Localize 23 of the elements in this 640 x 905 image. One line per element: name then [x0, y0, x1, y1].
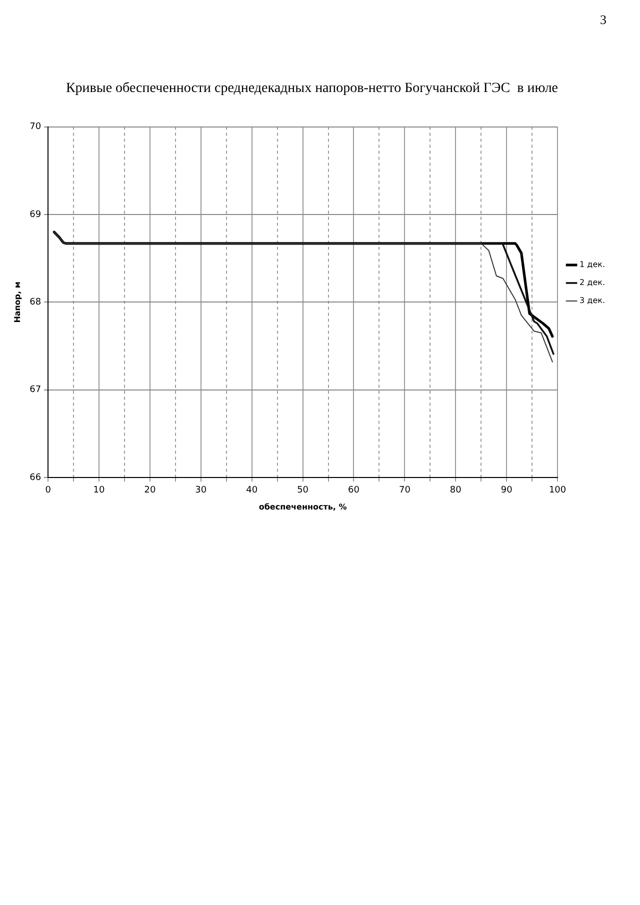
- chart-title: Кривые обеспеченности среднедекадных напоров-нетто Богучанской ГЭС в июле: [66, 81, 558, 96]
- x-tick-label: 100: [548, 485, 566, 496]
- y-tick-label: 70: [30, 122, 42, 132]
- y-tick-label: 69: [30, 210, 42, 220]
- x-tick-label: 90: [500, 485, 513, 496]
- x-tick-label: 60: [348, 485, 360, 496]
- legend-label: 2 дек.: [580, 278, 606, 288]
- x-axis-title: обеспеченность, %: [258, 502, 347, 512]
- y-axis-title: Напор, м: [12, 282, 22, 323]
- x-tick-label: 30: [195, 485, 207, 496]
- y-tick-label: 68: [30, 298, 42, 308]
- legend-label: 1 дек.: [580, 260, 606, 270]
- x-tick-label: 70: [398, 485, 411, 496]
- legend-label: 3 дек.: [580, 296, 606, 306]
- x-tick-label: 10: [93, 485, 105, 496]
- x-tick-label: 20: [144, 485, 156, 496]
- x-tick-label: 40: [246, 485, 258, 496]
- x-tick-label: 0: [45, 485, 52, 496]
- x-tick-label: 80: [450, 485, 462, 496]
- y-tick-label: 67: [30, 385, 42, 396]
- x-tick-label: 50: [297, 485, 309, 496]
- y-tick-label: 66: [30, 472, 42, 483]
- text: 3: [600, 12, 606, 28]
